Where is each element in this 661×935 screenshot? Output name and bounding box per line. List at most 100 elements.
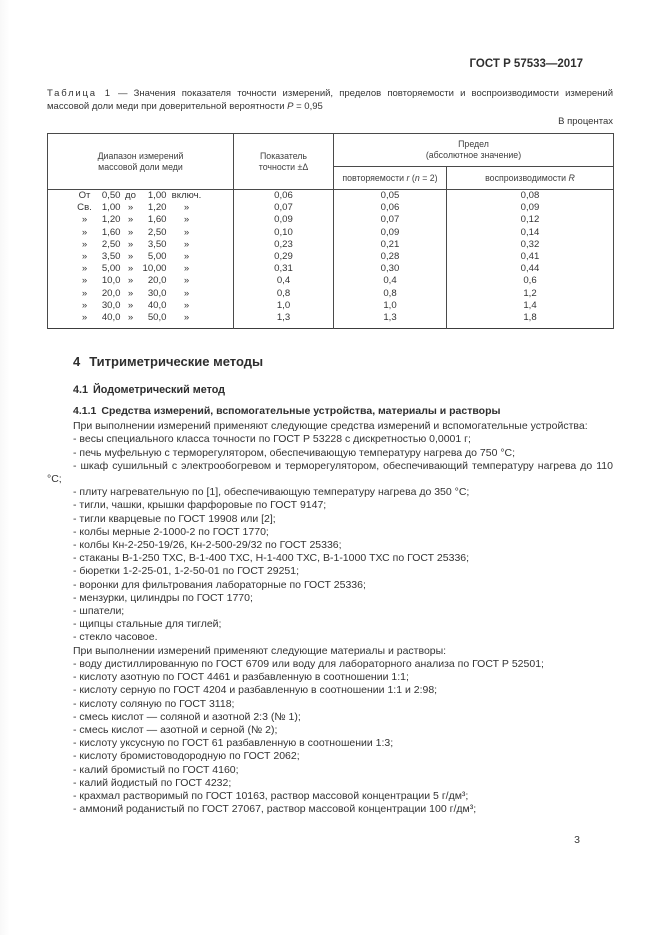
material-list-item: - смесь кислот — азотной и серной (№ 2); [73, 723, 278, 736]
cell-repeatability: 0,07 [333, 214, 447, 227]
section-title: Титриметрические методы [89, 354, 264, 370]
cell-range: » 20,0» 30,0» [47, 287, 234, 300]
material-list-item: - кислоту азотную по ГОСТ 4461 и разбавл… [73, 671, 409, 684]
intro-devices-paragraph: При выполнении измерений применяют следу… [73, 420, 588, 433]
table-row: Св. 1,00» 1,20» 0,07 0,06 0,09 [47, 202, 614, 215]
header-limit-line2: (абсолютное значение) [425, 150, 522, 160]
table-row: » 20,0» 30,0» 0,8 0,8 1,2 [47, 287, 614, 300]
table-caption-label: Таблица 1 [47, 88, 112, 99]
device-list-item: - мензурки, цилиндры по ГОСТ 1770; [73, 591, 253, 604]
cell-reproducibility: 0,44 [446, 263, 614, 276]
section-body: При выполнении измерений применяют следу… [47, 420, 613, 816]
device-list-item: - стаканы В-1-250 ТХС, В-1-400 ТХС, Н-1-… [73, 552, 470, 565]
cell-precision: 0,09 [233, 214, 334, 227]
cell-precision: 0,8 [233, 287, 334, 300]
cell-repeatability: 0,4 [333, 275, 447, 288]
cell-range: » 5,00» 10,00» [47, 263, 234, 276]
cell-range: » 40,0» 50,0» [47, 312, 234, 329]
table-row: » 1,20» 1,60» 0,09 0,07 0,12 [47, 214, 614, 227]
accuracy-table-body: От 0,50 до 1,00 включ. 0,06 0,05 0,08 Св. 1,0… [47, 189, 614, 329]
cell-precision: 0,10 [233, 226, 334, 239]
material-list-item: - кислоту серную по ГОСТ 4204 и разбавле… [73, 684, 438, 697]
cell-range: » 2,50» 3,50» [47, 238, 234, 252]
header-limit-group: Предел (абсолютное значение) [333, 133, 614, 167]
material-list-item: - крахмал растворимый по ГОСТ 10163, рас… [73, 789, 469, 802]
header-precision-line2: точности ±Δ [258, 161, 309, 172]
table-row: » 40,0» 50,0» 1,3 1,3 1,8 [47, 312, 614, 329]
material-list-item: - калий бромистый по ГОСТ 4160; [73, 763, 239, 776]
cell-reproducibility: 1,8 [446, 312, 614, 329]
device-list-item: - колбы мерные 2-1000-2 по ГОСТ 1770; [73, 525, 269, 538]
cell-precision: 0,29 [233, 251, 334, 264]
table-caption-text: — Значения показателя точности измерений… [47, 88, 613, 112]
device-list-item: - плиту нагревательную по [1], обеспечив… [73, 486, 470, 499]
cell-precision: 0,4 [233, 275, 334, 288]
probability-symbol: P [287, 101, 294, 112]
material-list-item: - кислоту бромистоводородную по ГОСТ 206… [73, 750, 300, 763]
section-title: Средства измерений, вспомогательные устр… [101, 405, 501, 418]
device-list-item: - шкаф сушильный с электрообогревом и те… [47, 459, 613, 486]
section-number: 4 [73, 354, 81, 370]
table-row: » 1,60» 2,50» 0,10 0,09 0,14 [47, 226, 614, 239]
accuracy-table-header: Диапазон измерений массовой доли меди По… [47, 133, 614, 190]
cell-reproducibility: 0,32 [446, 238, 614, 252]
cell-range: » 3,50» 5,00» [47, 251, 234, 264]
cell-precision: 0,31 [233, 263, 334, 276]
header-repeatability: повторяемости r (n = 2) [333, 166, 447, 190]
material-list-item: - смесь кислот — соляной и азотной 2:3 (… [73, 710, 301, 723]
cell-precision: 0,23 [233, 238, 334, 252]
table-caption: Таблица 1 — Значения показателя точности… [47, 87, 613, 113]
intro-materials-paragraph: При выполнении измерений применяют следу… [73, 644, 447, 657]
cell-repeatability: 1,0 [333, 299, 447, 313]
materials-list: - воду дистиллированную по ГОСТ 6709 или… [47, 658, 613, 816]
device-list-item: - тигли, чашки, крышки фарфоровые по ГОС… [73, 499, 327, 512]
header-reproducibility: воспроизводимости R [446, 166, 614, 190]
material-list-item: - аммоний роданистый по ГОСТ 27067, раст… [73, 803, 477, 816]
cell-range: Св. 1,00» 1,20» [47, 202, 234, 215]
cell-repeatability: 0,28 [333, 251, 447, 264]
table-row: » 30,0» 40,0» 1,0 1,0 1,4 [47, 299, 614, 313]
cell-range: » 30,0» 40,0» [47, 299, 234, 313]
header-range-line2: массовой доли меди [98, 161, 183, 172]
cell-repeatability: 0,06 [333, 202, 447, 215]
device-list-item: - тигли кварцевые по ГОСТ 19908 или [2]; [73, 512, 276, 525]
device-list-item: - стекло часовое. [73, 631, 158, 644]
accuracy-table: Диапазон измерений массовой доли меди По… [47, 133, 614, 330]
table-caption-tail: = 0,95 [293, 101, 323, 112]
device-list-item: - колбы Кн-2-250-19/26, Кн-2-500-29/32 п… [73, 539, 342, 552]
section-heading-4-1: 4.1 Йодометрический метод [47, 384, 613, 397]
cell-reproducibility: 0,6 [446, 275, 614, 288]
section-heading-4-1-1: 4.1.1 Средства измерений, вспомогательные… [47, 405, 613, 418]
device-list-item: - бюретки 1-2-25-01, 1-2-50-01 по ГОСТ 2… [73, 565, 300, 578]
cell-repeatability: 0,21 [333, 238, 447, 252]
section-number: 4.1 [73, 384, 89, 397]
devices-list: - весы специального класса точности по Г… [47, 433, 613, 644]
cell-repeatability: 1,3 [333, 312, 447, 329]
cell-repeatability: 0,8 [333, 287, 447, 300]
cell-range: » 1,60» 2,50» [47, 226, 234, 239]
section-heading-4: 4 Титриметрические методы [47, 354, 613, 369]
cell-repeatability: 0,30 [333, 263, 447, 276]
table-row: От 0,50 до 1,00 включ. 0,06 0,05 0,08 [47, 189, 614, 203]
section-title: Йодометрический метод [93, 384, 226, 397]
cell-reproducibility: 1,2 [446, 287, 614, 300]
cell-repeatability: 0,09 [333, 226, 447, 239]
section-number: 4.1.1 [73, 405, 97, 418]
cell-reproducibility: 0,41 [446, 251, 614, 264]
material-list-item: - воду дистиллированную по ГОСТ 6709 или… [73, 657, 544, 670]
cell-reproducibility: 0,14 [446, 226, 614, 239]
material-list-item: - кислоту уксусную по ГОСТ 61 разбавленн… [73, 737, 394, 750]
page-number: 3 [574, 834, 580, 847]
cell-repeatability: 0,05 [333, 189, 447, 203]
cell-precision: 1,0 [233, 299, 334, 313]
cell-range: » 10,0» 20,0» [47, 275, 234, 288]
cell-precision: 0,06 [233, 189, 334, 203]
device-list-item: - щипцы стальные для тиглей; [73, 618, 222, 631]
header-precision-line1: Показатель [259, 150, 308, 161]
device-list-item: - шпатели; [73, 605, 125, 618]
device-list-item: - весы специального класса точности по Г… [73, 433, 471, 446]
cell-reproducibility: 0,09 [446, 202, 614, 215]
table-row: » 10,0» 20,0» 0,4 0,4 0,6 [47, 275, 614, 288]
standard-number: ГОСТ Р 57533—2017 [469, 58, 583, 70]
